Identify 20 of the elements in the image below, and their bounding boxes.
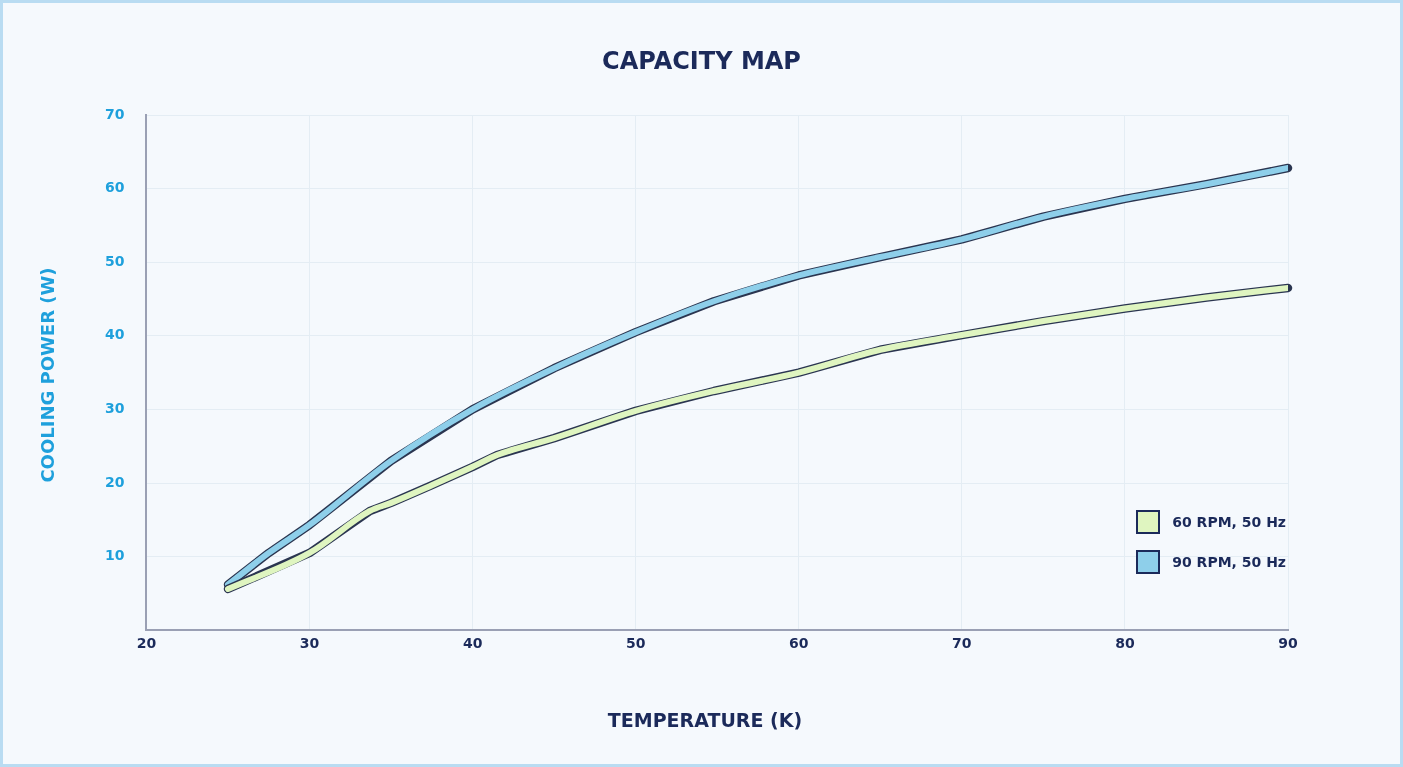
- y-tick-label: 10: [105, 547, 125, 564]
- y-tick-label: 30: [105, 400, 125, 417]
- chart-title: CAPACITY MAP: [601, 47, 802, 75]
- y-axis-title: COOLING POWER (W): [36, 267, 58, 483]
- legend-label: 60 RPM, 50 Hz: [1172, 514, 1286, 531]
- x-tick-label: 60: [789, 635, 809, 652]
- y-tick-label: 50: [105, 252, 125, 269]
- x-tick-label: 50: [625, 635, 646, 652]
- x-tick-label: 30: [299, 635, 320, 652]
- x-tick-label: 70: [952, 635, 972, 652]
- legend-label: 90 RPM, 50 Hz: [1172, 554, 1286, 571]
- y-tick-label: 40: [105, 326, 125, 343]
- x-tick-label: 20: [136, 635, 157, 652]
- x-tick-label: 90: [1278, 635, 1298, 652]
- x-tick-label: 40: [462, 635, 483, 652]
- y-tick-label: 70: [105, 105, 125, 122]
- y-tick-label: 60: [105, 179, 125, 196]
- y-tick-label: 20: [105, 473, 125, 490]
- x-tick-label: 80: [1115, 635, 1135, 652]
- x-axis-title: TEMPERATURE (K): [606, 709, 804, 731]
